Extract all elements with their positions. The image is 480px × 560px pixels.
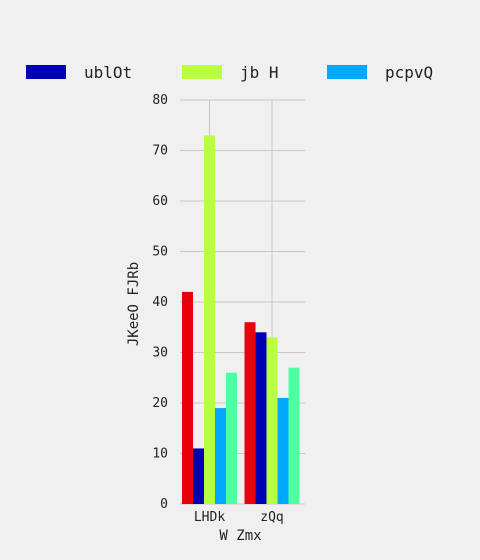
y-tick-label: 60 [152, 194, 168, 209]
bar [277, 397, 289, 504]
bar [288, 367, 300, 504]
y-tick-label: 40 [152, 295, 168, 310]
bar [182, 291, 193, 504]
legend-swatch [182, 65, 222, 79]
legend-label: pcpvQ [385, 63, 433, 82]
y-tick-label: 70 [152, 144, 168, 159]
x-tick-label: zQq [260, 510, 283, 525]
legend-label: ublOt [84, 63, 132, 82]
axes: 0 10 20 30 40 50 60 70 80 LHDk zQq [152, 93, 283, 525]
y-axis-title: JKeeO FJRb [126, 262, 142, 346]
y-tick-label: 20 [152, 396, 168, 411]
y-tick-label: 0 [160, 497, 168, 512]
x-tick-label: LHDk [194, 510, 225, 525]
y-tick-label: 80 [152, 93, 168, 108]
bar [204, 135, 215, 504]
y-tick-label: 10 [152, 447, 168, 462]
y-tick-label: 50 [152, 245, 168, 260]
bar [244, 322, 256, 504]
bar [266, 337, 278, 504]
bars [182, 135, 300, 504]
legend-swatch [26, 65, 66, 79]
y-tick-label: 30 [152, 346, 168, 361]
bar [193, 448, 204, 504]
bar [215, 408, 226, 504]
bar [226, 372, 237, 504]
legend-label: jb H [240, 63, 279, 82]
bar [255, 332, 267, 504]
x-axis-title: W Zmx [219, 528, 261, 544]
legend-swatch [327, 65, 367, 79]
legend: ublOt jb H pcpvQ [26, 63, 433, 82]
